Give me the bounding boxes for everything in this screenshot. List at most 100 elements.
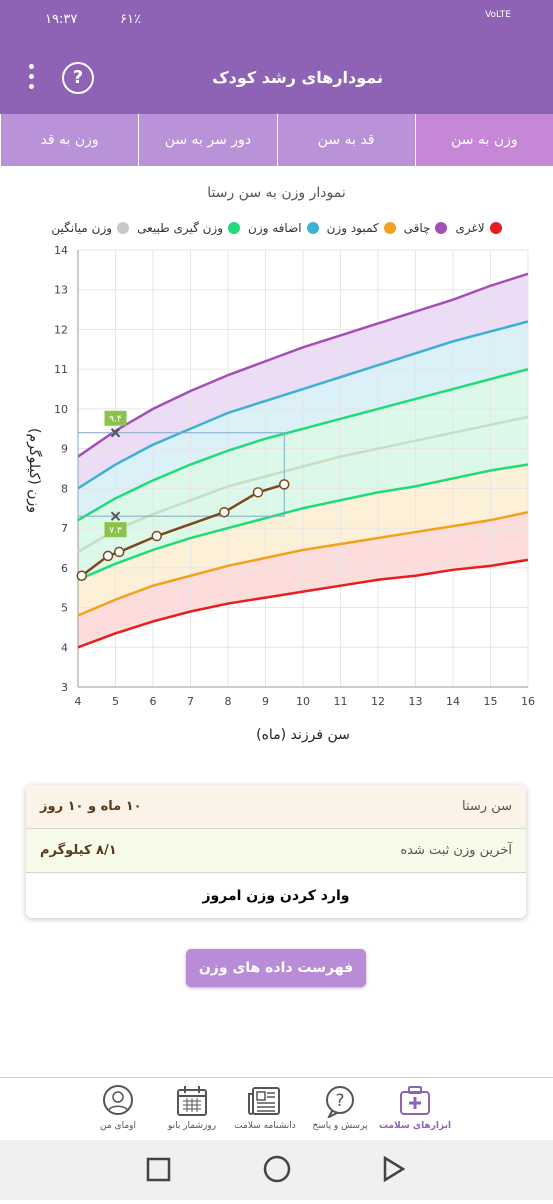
- y-tick-label: 4: [61, 641, 68, 654]
- y-tick-label: 6: [61, 562, 68, 575]
- age-row: سن رستا ۱۰ ماه و ۱۰ روز: [26, 785, 526, 829]
- newspaper-icon: [248, 1087, 280, 1115]
- reference-curve: [77, 415, 529, 554]
- nav-profile[interactable]: اومای من: [78, 1084, 158, 1131]
- y-tick-label: 9: [61, 443, 68, 456]
- marker-cross: [110, 428, 121, 438]
- x-axis-label: سن فرزند (ماه): [256, 727, 350, 743]
- network-label: VoLTE: [485, 10, 511, 20]
- child-weight-point: [76, 570, 87, 582]
- nav-label: ابزارهای سلامت: [378, 1121, 452, 1131]
- weight-list-button[interactable]: فهرست داده های وزن رستا: [186, 949, 366, 1014]
- y-tick-label: 11: [54, 363, 68, 376]
- child-weight-point: [151, 530, 162, 542]
- legend-dot: [228, 222, 241, 234]
- reference-curve: [77, 272, 529, 458]
- y-tick-label: 14: [54, 244, 68, 257]
- legend-dot: [383, 222, 396, 234]
- x-tick-label: 11: [334, 695, 348, 708]
- svg-text:?: ?: [335, 1091, 344, 1111]
- x-tick-label: 10: [296, 695, 310, 708]
- status-time: ۱۹:۳۷: [45, 12, 78, 27]
- nav-label: پرسش و پاسخ: [312, 1121, 368, 1131]
- child-weight-point: [114, 546, 125, 558]
- y-tick-label: 3: [61, 681, 68, 694]
- y-tick-label: 7: [61, 522, 68, 535]
- recents-icon[interactable]: [146, 1157, 171, 1182]
- home-icon[interactable]: [263, 1155, 291, 1183]
- x-tick-label: 16: [521, 695, 535, 708]
- legend-dot: [117, 222, 130, 234]
- x-tick-label: 5: [112, 695, 119, 708]
- chart-title: نمودار وزن به سن رستا: [207, 185, 346, 201]
- nav-health-tools[interactable]: ابزارهای سلامت: [375, 1084, 455, 1131]
- range-box: [77, 432, 285, 517]
- more-options-icon[interactable]: [27, 64, 35, 92]
- y-tick-label: 12: [54, 323, 68, 336]
- x-tick-label: 6: [150, 695, 157, 708]
- legend-dot: [489, 222, 502, 234]
- weight-value: ۸/۱ کیلوگرم: [40, 843, 117, 858]
- reference-curve: [77, 463, 529, 581]
- medkit-icon: [400, 1086, 430, 1115]
- reference-curve: [77, 510, 529, 617]
- nav-calendar[interactable]: روزشمار بانو: [152, 1084, 232, 1131]
- legend-label: چاقی: [403, 221, 431, 235]
- nav-label: روزشمار بانو: [167, 1121, 217, 1131]
- marker-badge: [104, 410, 127, 426]
- system-nav-icons: [146, 1155, 406, 1183]
- child-weight-point: [252, 487, 264, 498]
- child-weight-point: [279, 479, 290, 490]
- x-tick-label: 14: [446, 695, 460, 708]
- legend-item: کمبود وزن: [327, 221, 396, 235]
- enter-weight-button[interactable]: وارد کردن وزن امروز: [202, 888, 350, 904]
- x-tick-label: 9: [262, 695, 269, 708]
- reference-curve: [77, 558, 529, 649]
- tab-weight-for-height[interactable]: وزن به قد: [0, 114, 138, 166]
- tab-weight-for-age[interactable]: وزن به سن: [414, 114, 553, 166]
- weight-label: آخرین وزن ثبت شده: [400, 843, 512, 858]
- legend-label: وزن میانگین: [51, 221, 113, 235]
- reference-curve: [77, 367, 529, 522]
- legend-label: کمبود وزن: [326, 221, 379, 235]
- legend-item: چاقی: [404, 221, 448, 235]
- legend-dot: [435, 222, 448, 234]
- profile-icon: [103, 1085, 133, 1115]
- y-tick-label: 8: [61, 482, 68, 495]
- y-tick-label: 5: [61, 602, 68, 615]
- legend-item: لاغری: [455, 221, 502, 235]
- nav-health-encyclopedia[interactable]: دانشنامه سلامت: [225, 1084, 305, 1131]
- x-tick-label: 12: [371, 695, 385, 708]
- legend-item: وزن میانگین: [51, 221, 130, 235]
- system-nav-bar: [0, 1140, 553, 1200]
- info-card: سن رستا ۱۰ ماه و ۱۰ روز آخرین وزن ثبت شد…: [26, 785, 526, 918]
- legend-item: وزن گیری طبیعی: [137, 221, 241, 235]
- x-tick-label: 13: [409, 695, 423, 708]
- nav-qa[interactable]: ? پرسش و پاسخ: [300, 1084, 380, 1131]
- help-icon[interactable]: ?: [62, 62, 94, 94]
- x-tick-label: 4: [75, 695, 82, 708]
- chart-legend: لاغری چاقی کمبود وزن اضافه وزن وزن گیری …: [0, 221, 553, 235]
- y-tick-label: 13: [54, 284, 68, 297]
- app-bar: ? نمودارهای رشد کودک: [0, 42, 553, 114]
- tab-height-for-age[interactable]: قد به سن: [276, 114, 415, 166]
- battery-level: ۶۱٪: [120, 12, 141, 27]
- weight-row: آخرین وزن ثبت شده ۸/۱ کیلوگرم: [26, 829, 526, 873]
- nav-label: دانشنامه سلامت: [234, 1121, 296, 1131]
- y-tick-label: 10: [54, 403, 68, 416]
- reference-curve: [77, 320, 529, 490]
- status-bar: ۱۹:۳۷ ۶۱٪ VoLTE: [0, 0, 553, 42]
- back-icon[interactable]: [383, 1155, 406, 1183]
- y-axis-label: وزن (کیلوگرم): [26, 428, 43, 513]
- age-label: سن رستا: [462, 799, 512, 814]
- child-weight-point: [102, 550, 114, 562]
- x-tick-label: 7: [187, 695, 194, 708]
- legend-label: اضافه وزن: [248, 221, 302, 235]
- marker-cross: [110, 511, 121, 521]
- nav-label: اومای من: [100, 1121, 136, 1131]
- calendar-icon: [177, 1086, 207, 1116]
- marker-badge: [104, 522, 127, 538]
- marker-label: ۷.۳: [109, 526, 122, 536]
- age-value: ۱۰ ماه و ۱۰ روز: [40, 799, 142, 814]
- tab-head-for-age[interactable]: دور سر به سن: [138, 114, 276, 166]
